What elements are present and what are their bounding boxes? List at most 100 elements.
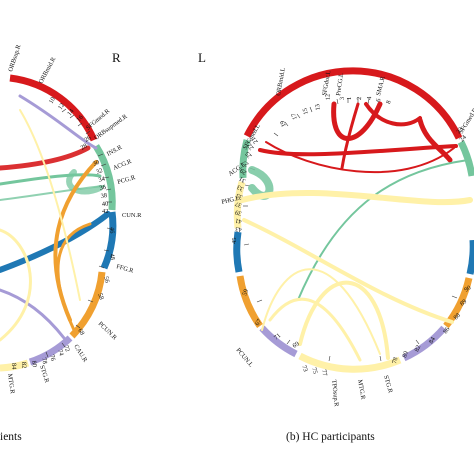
- tick-label: 23: [455, 126, 464, 135]
- tick-label: 82: [413, 344, 422, 353]
- tick-label: 31: [238, 175, 247, 184]
- tick-label: 36: [99, 184, 107, 192]
- chord-a-11: [19, 109, 81, 301]
- tick-label: 27: [240, 158, 250, 168]
- tick-label: 34: [98, 175, 107, 184]
- region-label: STG.R: [382, 375, 394, 395]
- tick-label: 86: [442, 326, 451, 335]
- region-label: INS.R: [106, 144, 124, 158]
- panel-a-labels: ORBsup.R ORBmid.R SFGmed.R ORBsupmed.R I…: [6, 43, 142, 395]
- tick-label: 42: [102, 208, 108, 215]
- chord-b-2: [364, 102, 422, 127]
- tick-label: 88: [452, 312, 461, 321]
- tick-label: 33: [236, 183, 245, 192]
- chord-a-9: [0, 288, 66, 340]
- tick-label: 67: [254, 317, 264, 327]
- tick-label: 77: [320, 369, 328, 377]
- region-label: PreCG.L: [335, 73, 345, 97]
- region-label: MTG.R: [356, 379, 367, 401]
- region-label: ORBmid.R: [38, 55, 58, 84]
- tick-label: 14: [66, 107, 76, 117]
- ring-parietal-a: [69, 271, 106, 339]
- region-label: PCUN.L: [234, 347, 254, 369]
- region-label: FFG.R: [115, 263, 135, 275]
- panel-a-caption: ients: [0, 431, 22, 443]
- tick-label: 89: [459, 298, 468, 307]
- tick-label: 2: [356, 97, 363, 100]
- tick-label: 30: [92, 159, 101, 168]
- panel-a-tick-labels: 10 12 14 16 28 26 30 32 34 36 38 40 42 4…: [10, 96, 116, 370]
- tick-label: 68: [76, 328, 85, 337]
- tick-label: 76: [48, 354, 56, 362]
- chord-b-10: [242, 218, 454, 324]
- ring-occipital-b-left: [233, 231, 243, 273]
- panel-b-ring: [233, 67, 474, 373]
- tick-label: 80: [401, 350, 410, 358]
- ring-parietal-b-right: [443, 277, 473, 329]
- tick-label: 10: [48, 96, 57, 105]
- region-label: ACG.R: [112, 158, 133, 172]
- ring-frontal-a: [9, 74, 98, 142]
- tick-label: 41: [235, 217, 243, 225]
- tick-label: 78: [40, 357, 48, 365]
- chord-a-10: [0, 228, 32, 342]
- tick-label: 45: [231, 238, 238, 244]
- ring-temporal-light-b: [298, 352, 402, 373]
- tick-label: 73: [300, 364, 309, 372]
- tick-label: 3: [339, 97, 346, 100]
- panel-b-caption: (b) HC participants: [286, 431, 375, 443]
- tick-label: 78: [391, 357, 399, 365]
- tick-label: 22: [246, 142, 255, 151]
- tick-label: 35: [235, 192, 244, 201]
- ring-parietal-b-left: [236, 275, 263, 329]
- panel-a: ORBsup.R ORBmid.R SFGmed.R ORBsupmed.R I…: [0, 43, 142, 443]
- tick-label: 19: [279, 119, 288, 128]
- ring-temporal-a: [28, 335, 73, 366]
- tick-label: 38: [100, 192, 107, 200]
- tick-label: 43: [235, 225, 242, 233]
- ring-frontal-b: [243, 67, 463, 140]
- tick-label: 28: [80, 142, 89, 151]
- tick-label: 72: [62, 344, 71, 352]
- tick-label: 13: [314, 103, 322, 111]
- tick-label: 82: [20, 362, 27, 369]
- panel-b-chords: [239, 101, 473, 362]
- ring-occipital-b: [466, 239, 474, 275]
- tick-label: 29: [239, 167, 248, 176]
- tick-label: 26: [83, 134, 92, 143]
- tick-label: 1: [346, 97, 353, 100]
- ring-limbic-b-left: [239, 139, 251, 179]
- hemisphere-left-label: L: [198, 50, 206, 65]
- chord-b-11: [298, 280, 390, 360]
- tick-label: 8: [385, 100, 393, 105]
- region-label: STG.R: [38, 364, 50, 384]
- tick-label: 24: [458, 133, 468, 143]
- region-label: SFGdor.L: [321, 70, 332, 96]
- tick-label: 12: [57, 102, 66, 111]
- tick-label: 32: [95, 167, 103, 176]
- chord-b-7: [248, 166, 274, 200]
- chord-a-1: [18, 94, 98, 150]
- tick-label: 59: [241, 288, 250, 296]
- tick-label: 37: [234, 200, 243, 209]
- chord-b-3: [258, 144, 458, 157]
- chord-a-6: [0, 211, 111, 273]
- chord-b-9: [239, 189, 473, 206]
- tick-label: 84: [428, 335, 438, 345]
- panel-b-tickmarks: [243, 98, 458, 362]
- tick-label: 46: [108, 227, 115, 234]
- tick-label: 90: [463, 284, 472, 293]
- region-label: CAU.R: [72, 343, 89, 364]
- tick-label: 80: [30, 360, 38, 367]
- tick-label: 12: [324, 93, 332, 100]
- region-label: TPOsup.R: [330, 379, 340, 407]
- chord-b-6: [340, 102, 360, 170]
- tick-label: 4: [366, 96, 373, 100]
- panel-b: ORBmid.L SFGdor.L PreCG.L SMA.R SFGmed.L…: [198, 50, 474, 443]
- chord-a-8: [56, 222, 92, 332]
- tick-label: 71: [273, 332, 282, 341]
- ring-limbic-a: [93, 144, 116, 211]
- chord-b-12: [268, 297, 362, 362]
- region-label: PHG.L: [221, 195, 241, 206]
